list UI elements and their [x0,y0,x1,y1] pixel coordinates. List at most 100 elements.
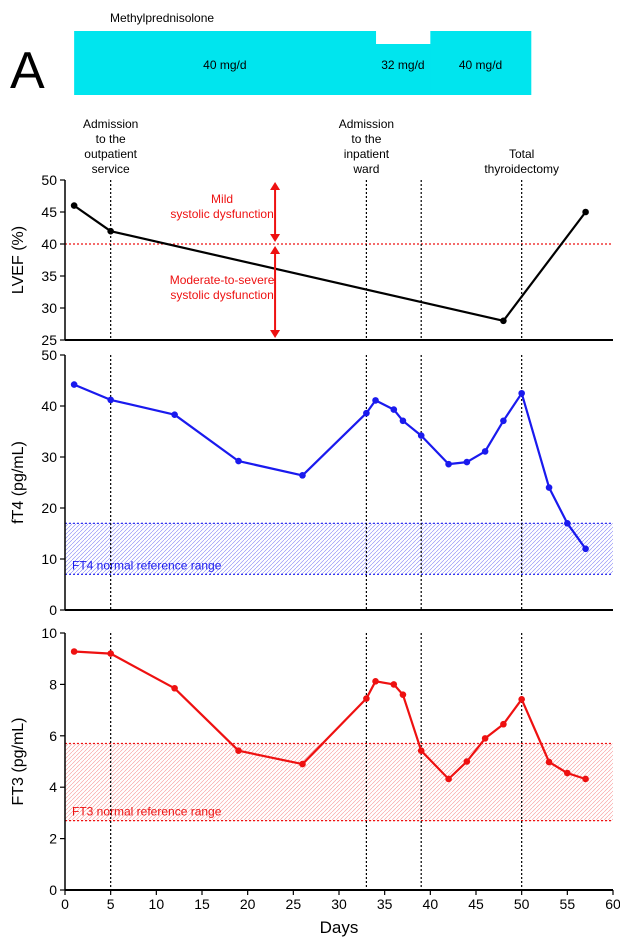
series-line [73,204,587,322]
panel-label: A [10,42,45,100]
data-point [171,411,178,418]
dose-segment [74,31,377,95]
y-tick-label: 0 [49,882,57,898]
data-point [500,417,507,425]
data-point [481,448,489,455]
chart-panel-3: FT3 normal reference range 0 2 4 6 8 10 FT3 (pg… [10,625,620,937]
data-point [545,758,553,766]
event-label: Admission [339,117,394,131]
y-tick-label: 2 [49,831,57,847]
x-tick-label: 0 [61,896,69,912]
data-point [481,735,489,742]
data-point [582,208,589,216]
series-line [74,650,586,781]
data-point [445,460,452,468]
y-axis-label: LVEF (%) [10,226,27,294]
data-point [564,520,571,527]
data-point [299,760,306,768]
event-label: to the [96,132,126,146]
dose-segment [430,31,532,95]
y-axis-label: FT3 (pg/mL) [10,717,27,805]
data-point [417,747,425,755]
dose-label: 40 mg/d [459,58,502,72]
data-point [107,396,114,404]
data-point [235,747,242,755]
y-tick-label: 25 [41,332,57,348]
data-point [390,406,398,413]
x-tick-label: 60 [605,896,620,912]
dose-label: 40 mg/d [203,58,246,72]
x-tick-label: 25 [286,896,302,912]
y-tick-label: 40 [41,236,57,252]
y-tick-label: 35 [41,268,57,284]
event-label: thyroidectomy [484,162,559,176]
data-point [107,227,114,235]
arrow-head [270,234,281,242]
y-tick-label: 40 [41,398,57,414]
x-tick-label: 30 [331,896,347,912]
event-label: service [92,162,130,176]
data-point [445,775,452,783]
annotation-text: systolic dysfunction [170,288,273,302]
y-tick-label: 30 [41,300,57,316]
reference-range-label: FT4 normal reference range [72,558,222,572]
data-point [299,472,306,479]
y-tick-label: 10 [41,625,57,641]
y-tick-label: 20 [41,500,57,516]
arrow-head [270,246,281,254]
data-point [363,695,370,702]
event-label: to the [351,132,381,146]
event-label: inpatient [344,147,390,161]
data-point [500,317,507,325]
data-point [390,681,398,688]
data-point [463,458,471,466]
data-point [363,409,370,417]
reference-range-label: FT3 normal reference range [72,805,222,819]
treatment-bar: 40 mg/d 32 mg/d 40 mg/d [74,31,532,95]
chart-panel-2: FT4 normal reference range 0 10 20 30 40 50 fT4… [10,347,613,618]
x-tick-label: 50 [514,896,530,912]
x-tick-label: 55 [560,896,576,912]
event-label: outpatient [84,147,137,161]
event-label: ward [352,162,379,176]
dose-label: 32 mg/d [381,58,424,72]
data-point [500,720,507,728]
y-tick-label: 50 [41,172,57,188]
y-tick-label: 8 [49,676,57,692]
data-point [171,684,178,692]
data-point [564,769,571,777]
arrow-head [270,330,281,338]
event-label: Total [509,147,534,161]
y-tick-label: 30 [41,449,57,465]
y-tick-label: 45 [41,204,57,220]
annotation-text: Mild [211,192,233,206]
data-point [235,457,242,465]
data-point [582,775,589,783]
data-point [518,696,525,703]
x-tick-label: 45 [468,896,484,912]
annotation-text: Moderate-to-severe [170,273,275,287]
annotation-text: systolic dysfunction [170,207,273,221]
data-point [399,691,407,698]
x-tick-label: 5 [107,896,115,912]
x-tick-label: 10 [149,896,165,912]
data-point [417,432,425,439]
x-tick-label: 15 [194,896,210,912]
data-point [463,758,471,765]
data-point [372,397,379,404]
data-point [70,381,78,388]
data-point [70,202,78,209]
event-label: Admission [83,117,138,131]
x-tick-label: 20 [240,896,256,912]
series-line [73,383,587,550]
data-point [518,389,525,397]
data-point [372,678,379,685]
y-tick-label: 0 [49,602,57,618]
x-tick-label: 35 [377,896,393,912]
arrow-head [270,182,281,190]
x-tick-label: 40 [423,896,439,912]
data-point [582,545,589,553]
